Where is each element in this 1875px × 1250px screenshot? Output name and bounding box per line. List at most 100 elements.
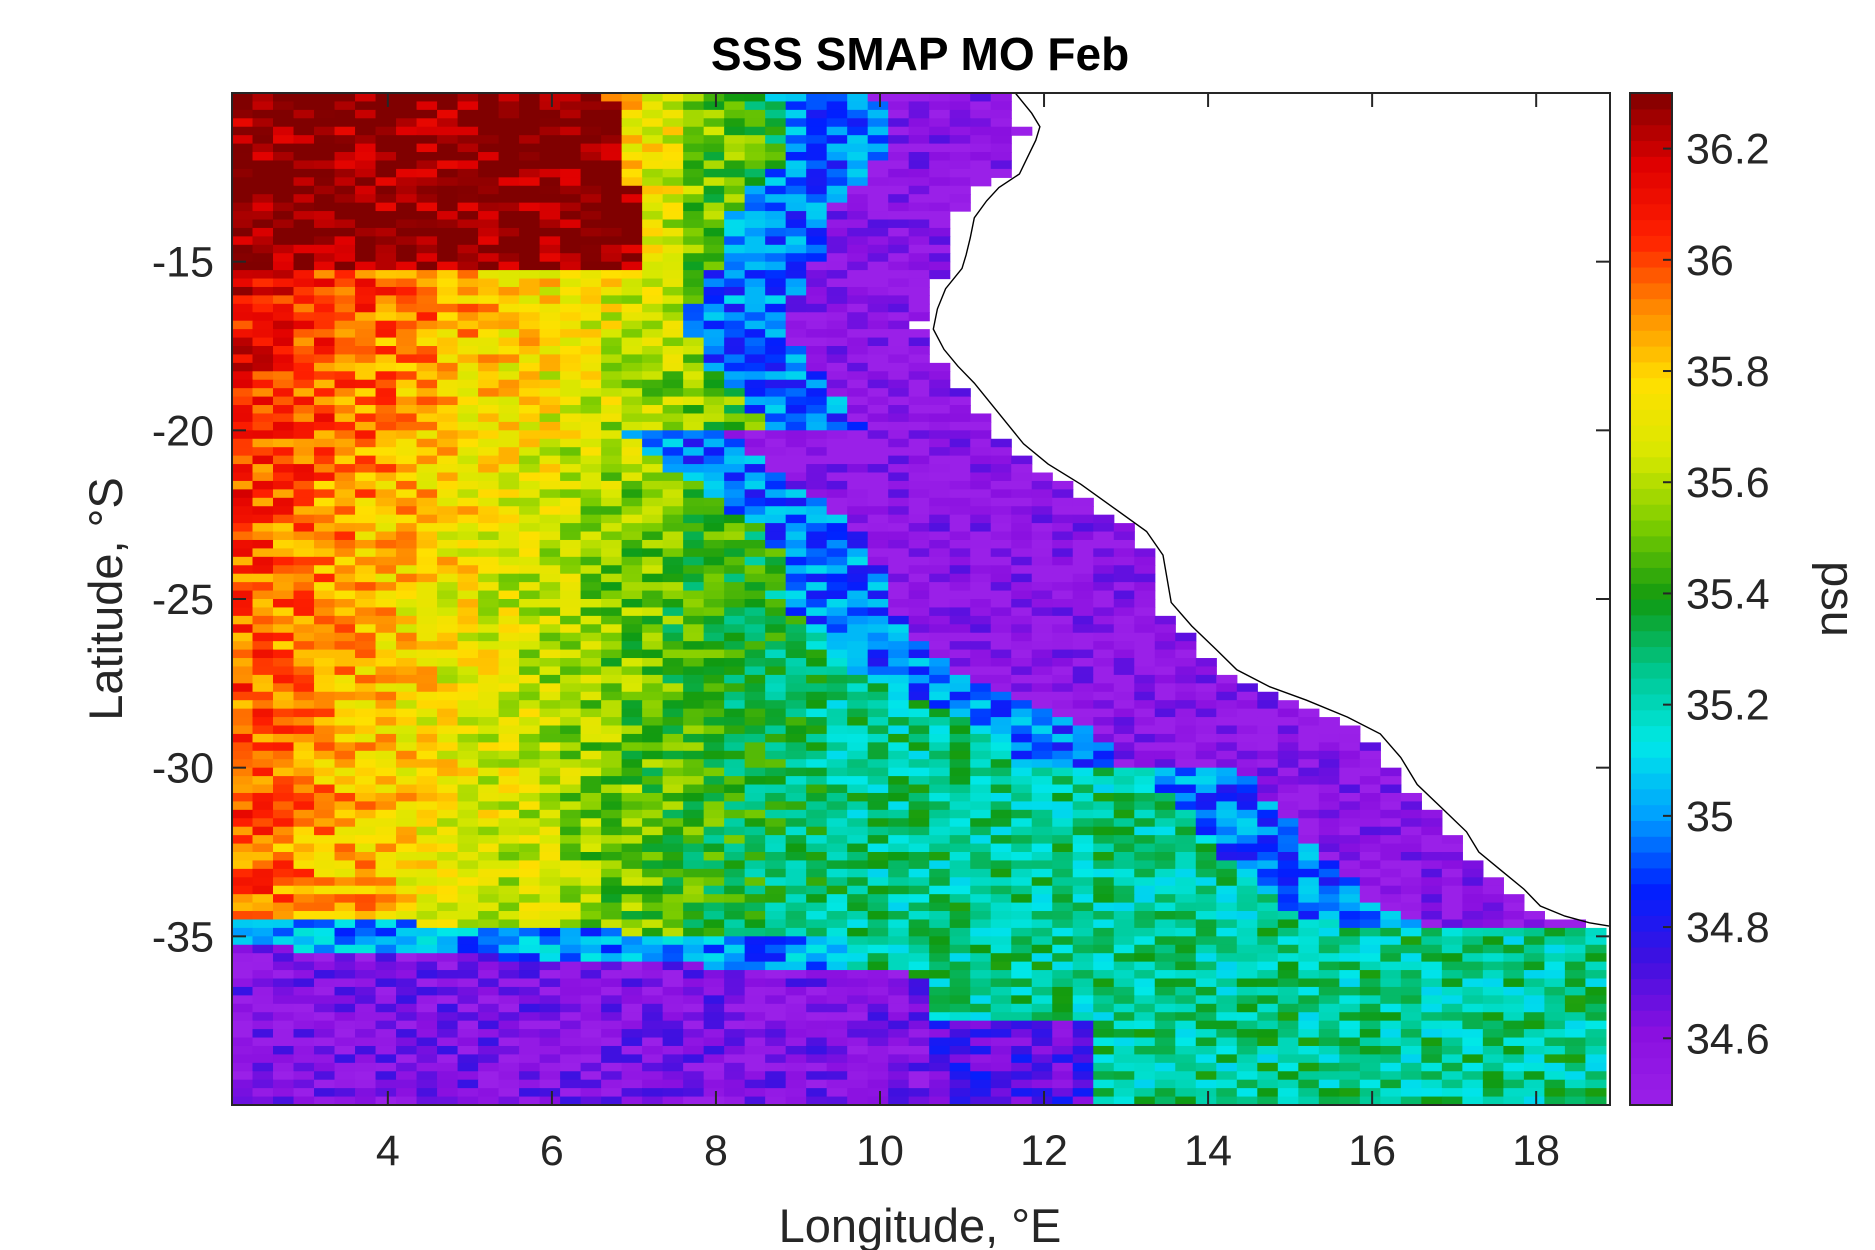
heatmap-cell xyxy=(396,270,418,280)
heatmap-cell xyxy=(314,978,336,988)
heatmap-cell xyxy=(724,556,746,566)
heatmap-cell xyxy=(1134,843,1156,853)
heatmap-cell xyxy=(437,776,459,786)
heatmap-cell xyxy=(498,253,520,263)
heatmap-cell xyxy=(949,742,971,752)
heatmap-cell xyxy=(806,759,828,769)
heatmap-cell xyxy=(1031,750,1053,760)
heatmap-cell xyxy=(621,168,643,178)
heatmap-cell xyxy=(478,936,500,946)
heatmap-cell xyxy=(355,556,377,566)
heatmap-cell xyxy=(273,750,295,760)
heatmap-cell xyxy=(847,843,869,853)
heatmap-cell xyxy=(1216,818,1238,828)
heatmap-cell xyxy=(642,405,664,415)
heatmap-cell xyxy=(416,346,438,356)
heatmap-cell xyxy=(1441,978,1463,988)
heatmap-cell xyxy=(396,826,418,836)
heatmap-cell xyxy=(662,430,684,440)
heatmap-cell xyxy=(478,986,500,996)
heatmap-cell xyxy=(252,860,274,870)
heatmap-cell xyxy=(662,421,684,431)
heatmap-cell xyxy=(765,868,787,878)
heatmap-cell xyxy=(765,270,787,280)
heatmap-cell xyxy=(1113,556,1135,566)
heatmap-cell xyxy=(396,674,418,684)
heatmap-cell xyxy=(683,168,705,178)
heatmap-cell xyxy=(724,767,746,777)
heatmap-cell xyxy=(806,261,828,271)
heatmap-cell xyxy=(1175,902,1197,912)
heatmap-cell xyxy=(826,986,848,996)
heatmap-cell xyxy=(929,868,951,878)
heatmap-cell xyxy=(293,211,315,221)
heatmap-cell xyxy=(437,523,459,533)
heatmap-cell xyxy=(293,556,315,566)
heatmap-cell xyxy=(990,658,1012,668)
heatmap-cell xyxy=(806,708,828,718)
heatmap-cell xyxy=(1154,978,1176,988)
heatmap-cell xyxy=(1216,868,1238,878)
heatmap-cell xyxy=(355,430,377,440)
heatmap-cell xyxy=(437,388,459,398)
heatmap-cell xyxy=(806,93,828,103)
heatmap-cell xyxy=(1011,809,1033,819)
heatmap-cell xyxy=(560,742,582,752)
heatmap-cell xyxy=(232,615,254,625)
heatmap-cell xyxy=(580,936,602,946)
heatmap-cell xyxy=(1400,911,1422,921)
heatmap-cell xyxy=(908,160,930,170)
heatmap-cell xyxy=(744,236,766,246)
heatmap-cell xyxy=(765,312,787,322)
heatmap-cell xyxy=(703,101,725,111)
heatmap-cell xyxy=(683,101,705,111)
heatmap-cell xyxy=(232,582,254,592)
heatmap-cell xyxy=(252,379,274,389)
heatmap-cell xyxy=(396,759,418,769)
heatmap-cell xyxy=(1175,818,1197,828)
heatmap-cell xyxy=(908,126,930,136)
heatmap-cell xyxy=(929,447,951,457)
heatmap-cell xyxy=(1359,843,1381,853)
heatmap-cell xyxy=(1093,902,1115,912)
heatmap-cell xyxy=(888,506,910,516)
heatmap-cell xyxy=(826,666,848,676)
heatmap-cell xyxy=(1093,641,1115,651)
heatmap-cell xyxy=(293,767,315,777)
heatmap-cell xyxy=(744,160,766,170)
heatmap-cell xyxy=(724,413,746,423)
heatmap-cell xyxy=(416,202,438,212)
heatmap-cell xyxy=(580,978,602,988)
heatmap-cell xyxy=(908,278,930,288)
heatmap-cell xyxy=(232,219,254,229)
heatmap-cell xyxy=(1339,835,1361,845)
heatmap-cell xyxy=(1134,852,1156,862)
heatmap-cell xyxy=(1236,970,1258,980)
heatmap-cell xyxy=(949,700,971,710)
heatmap-cell xyxy=(703,194,725,204)
heatmap-cell xyxy=(683,995,705,1005)
heatmap-cell xyxy=(416,219,438,229)
heatmap-cell xyxy=(478,708,500,718)
heatmap-cell xyxy=(601,624,623,634)
heatmap-cell xyxy=(416,480,438,490)
heatmap-cell xyxy=(724,953,746,963)
heatmap-cell xyxy=(252,927,274,937)
heatmap-cell xyxy=(970,590,992,600)
heatmap-cell xyxy=(252,185,274,195)
heatmap-cell xyxy=(457,767,479,777)
heatmap-cell xyxy=(478,168,500,178)
heatmap-cell xyxy=(1298,708,1320,718)
heatmap-cell xyxy=(457,379,479,389)
heatmap-cell xyxy=(1195,902,1217,912)
heatmap-cell xyxy=(867,548,889,558)
heatmap-cell xyxy=(621,211,643,221)
heatmap-cell xyxy=(1523,936,1545,946)
heatmap-cell xyxy=(683,818,705,828)
heatmap-cell xyxy=(642,615,664,625)
heatmap-cell xyxy=(478,531,500,541)
heatmap-cell xyxy=(785,708,807,718)
heatmap-cell xyxy=(457,615,479,625)
heatmap-cell xyxy=(416,936,438,946)
heatmap-cell xyxy=(929,708,951,718)
